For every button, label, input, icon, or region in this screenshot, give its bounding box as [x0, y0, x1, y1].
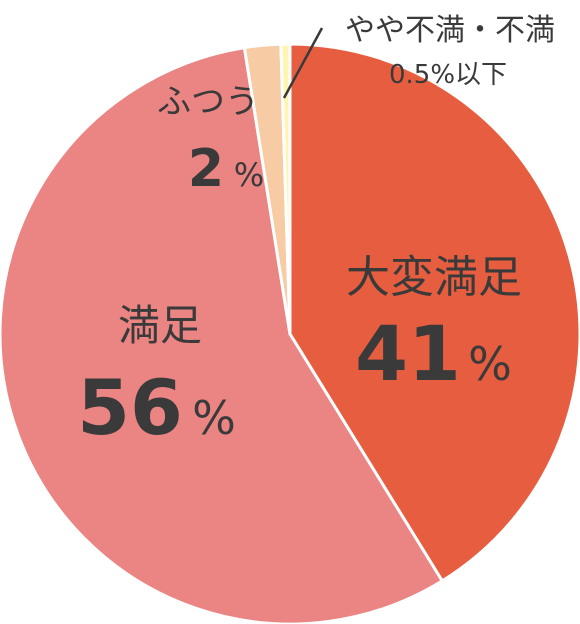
value-very-satisfied: 41 — [355, 309, 461, 398]
unit-satisfied: % — [192, 391, 236, 445]
value-neutral: 2 — [188, 139, 224, 199]
label-satisfied: 満足 — [118, 301, 202, 350]
label-neutral: ふつう — [157, 82, 259, 122]
unit-neutral: % — [234, 156, 264, 194]
slice-very-satisfied — [288, 42, 580, 583]
label-dissatisfied: やや不満・不満 — [345, 13, 555, 48]
slice-dissatisfied — [279, 42, 292, 336]
unit-very-satisfied: % — [468, 337, 512, 391]
value-satisfied: 56 — [77, 363, 183, 452]
value-dissatisfied: 0.5%以下 — [389, 60, 507, 90]
pie-slices — [0, 42, 580, 624]
label-very-satisfied: 大変満足 — [346, 252, 522, 303]
leader-line — [282, 27, 324, 99]
